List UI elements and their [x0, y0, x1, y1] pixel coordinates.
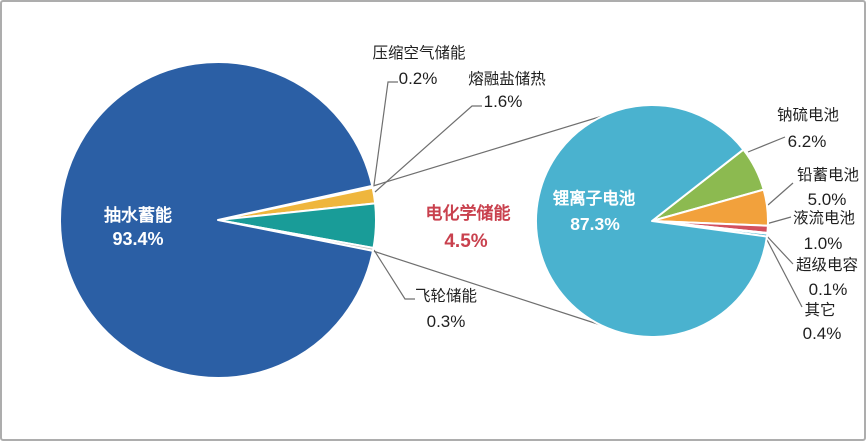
lithium-ion-pct: 87.3%: [570, 214, 620, 234]
other-pct: 0.4%: [803, 324, 842, 343]
compressed-air-label: 压缩空气储能: [372, 44, 465, 62]
supercapacitor-pct: 0.1%: [809, 280, 848, 299]
flywheel-pct: 0.3%: [427, 312, 466, 331]
bottom-connector-line: [372, 250, 614, 330]
flywheel-leader-line: [373, 249, 415, 300]
molten-salt-label: 熔融盐储热: [468, 70, 546, 88]
other-leader-line: [764, 235, 803, 308]
flow-battery-label: 液流电池: [793, 209, 855, 227]
slice-lithium-ion: [535, 104, 768, 338]
sodium-sulfur-pct: 6.2%: [788, 132, 827, 151]
lead-acid-pct: 5.0%: [808, 190, 847, 209]
lead-acid-leader-line: [767, 182, 794, 206]
other-label: 其它: [804, 301, 835, 319]
pumped-hydro-label: 抽水蓄能: [104, 205, 172, 225]
compressed-air-pct: 0.2%: [399, 69, 438, 88]
flow-battery-leader-line: [765, 216, 792, 225]
lithium-ion-label: 锂离子电池: [553, 188, 636, 208]
flywheel-label: 飞轮储能: [415, 287, 477, 305]
flow-battery-pct: 1.0%: [804, 234, 843, 253]
sodium-sulfur-leader-line: [747, 136, 786, 153]
pumped-hydro-pct: 93.4%: [112, 229, 163, 249]
top-connector-line: [372, 113, 610, 187]
supercapacitor-leader-line: [763, 232, 794, 265]
electrochemical-pct: 4.5%: [444, 231, 487, 252]
lead-acid-label: 铅蓄电池: [797, 166, 859, 184]
sodium-sulfur-label: 钠硫电池: [777, 106, 839, 124]
supercapacitor-label: 超级电容: [796, 256, 858, 274]
molten-salt-pct: 1.6%: [484, 92, 523, 111]
compressed-air-leader-line: [373, 81, 398, 186]
slice-pumped-hydro: [59, 61, 374, 380]
electrochemical-label: 电化学储能: [426, 203, 511, 223]
molten-salt-leader-line: [374, 105, 482, 193]
